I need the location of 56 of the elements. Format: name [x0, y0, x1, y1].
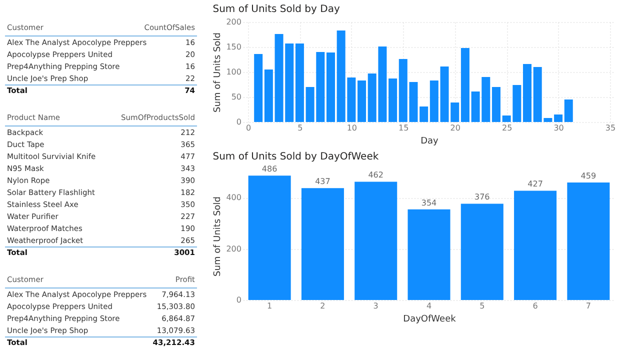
x-tick-label: 6 [532, 302, 538, 310]
x-tick-label: 5 [480, 302, 485, 310]
y-tick-label: 200 [226, 244, 242, 254]
bar [420, 106, 428, 122]
y-tick-label: 0 [236, 118, 242, 126]
data-label: 427 [528, 180, 543, 189]
x-tick-label: 3 [373, 302, 378, 310]
bar [430, 80, 438, 122]
bar [564, 100, 573, 122]
bar [354, 182, 398, 300]
y-axis-title: Sum of Units Sold [213, 32, 224, 112]
x-axis-title: Day [420, 136, 440, 146]
x-tick-label: 5 [298, 124, 303, 132]
x-tick-label: 20 [450, 124, 460, 132]
bar [492, 87, 500, 122]
y-tick-label: 400 [226, 193, 242, 202]
y-axis-title: Sum of Units Sold [213, 196, 224, 276]
bar [388, 78, 398, 122]
bar [248, 176, 291, 300]
data-label: 354 [421, 198, 437, 208]
data-label: 459 [580, 171, 596, 180]
x-axis-title: DayOfWeek [403, 314, 457, 324]
bar [460, 204, 504, 300]
x-tick-label: 1 [267, 302, 272, 310]
bar [460, 48, 470, 122]
bar [295, 44, 304, 122]
y-tick-label: 50 [231, 92, 242, 102]
data-label: 437 [315, 177, 330, 186]
bar [301, 188, 344, 300]
x-tick-label: 30 [554, 124, 564, 132]
data-label: 462 [368, 170, 384, 180]
bar [358, 80, 366, 122]
bar [408, 209, 450, 300]
x-tick-label: 7 [586, 302, 591, 310]
x-tick-label: 10 [346, 124, 358, 132]
bar [523, 64, 532, 122]
y-tick-label: 0 [236, 296, 242, 304]
x-tick-label: 35 [605, 124, 616, 132]
data-label: 486 [262, 164, 278, 174]
x-tick-label: 0 [246, 124, 252, 132]
bar [567, 182, 610, 300]
bar [554, 114, 563, 122]
bar [264, 70, 273, 122]
chart-title: Sum of Units Sold by DayOfWeek [212, 152, 379, 163]
x-tick-label: 4 [426, 302, 432, 310]
bar [514, 190, 557, 300]
y-tick-label: 150 [226, 42, 242, 52]
x-tick-label: 25 [502, 124, 512, 132]
y-tick-label: 200 [226, 18, 242, 26]
bar [254, 54, 263, 122]
x-tick-label: 2 [320, 302, 326, 310]
bar [326, 52, 335, 122]
data-label: 376 [474, 192, 490, 202]
chart-title: Sum of Units Sold by Day [212, 4, 340, 15]
y-tick-label: 100 [226, 68, 242, 76]
x-tick-label: 15 [398, 124, 409, 132]
